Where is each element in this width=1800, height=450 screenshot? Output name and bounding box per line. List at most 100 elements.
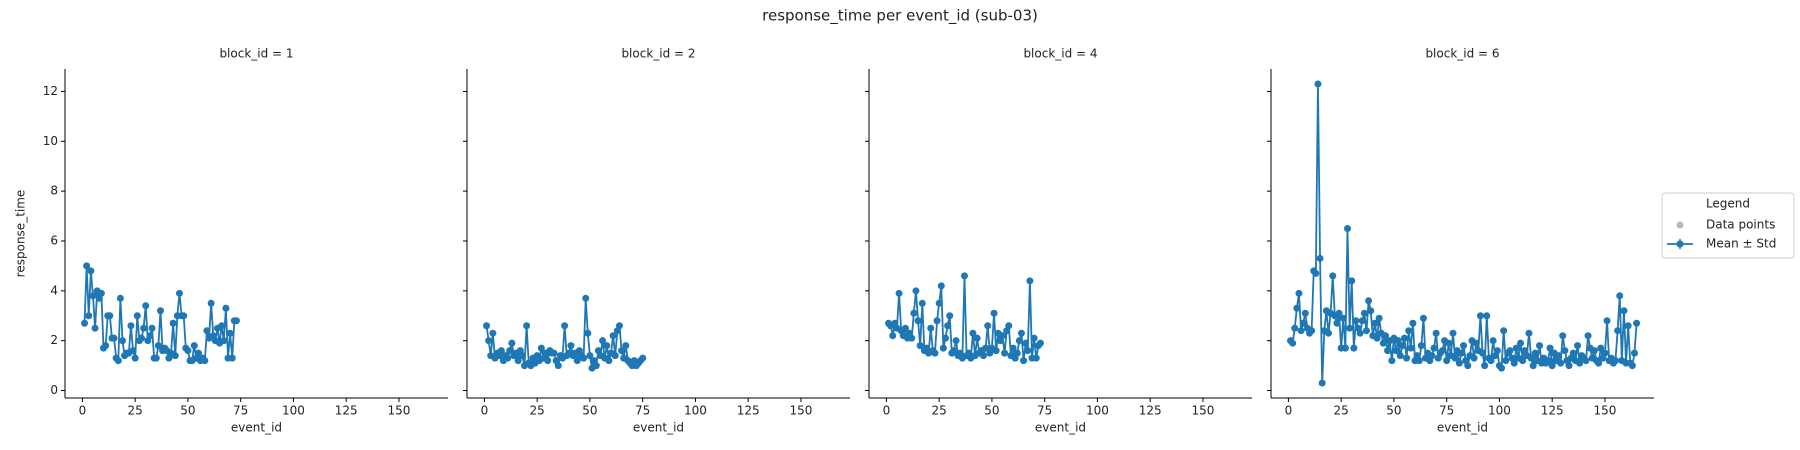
x-tick-label: 125 xyxy=(1541,404,1564,418)
point xyxy=(218,322,226,330)
point xyxy=(140,324,148,332)
point xyxy=(497,347,505,355)
point xyxy=(114,357,122,365)
point xyxy=(190,342,198,350)
point xyxy=(127,322,135,330)
point xyxy=(1348,277,1356,285)
point xyxy=(1544,357,1552,365)
point xyxy=(1460,342,1468,350)
point xyxy=(1590,347,1598,355)
point xyxy=(97,289,105,297)
y-axis-label: response_time xyxy=(14,190,28,278)
point xyxy=(171,352,179,360)
point xyxy=(1371,319,1379,327)
point xyxy=(175,289,183,297)
point xyxy=(1030,334,1038,342)
point xyxy=(102,342,110,350)
point xyxy=(933,317,941,325)
point xyxy=(110,334,118,342)
point xyxy=(1405,327,1413,335)
point xyxy=(1005,322,1013,330)
point xyxy=(918,299,926,307)
x-tick-label: 0 xyxy=(883,404,891,418)
point xyxy=(1438,347,1446,355)
x-tick-label: 50 xyxy=(180,404,195,418)
point xyxy=(901,324,909,332)
point xyxy=(1415,357,1423,365)
point xyxy=(979,352,987,360)
point xyxy=(618,347,626,355)
point xyxy=(984,322,992,330)
point xyxy=(567,342,575,350)
point xyxy=(611,352,619,360)
point xyxy=(1379,339,1387,347)
point xyxy=(990,309,998,317)
point xyxy=(1360,309,1368,317)
point xyxy=(87,267,95,275)
point xyxy=(969,329,977,337)
point xyxy=(1506,347,1514,355)
panel-title: block_id = 6 xyxy=(1425,47,1499,61)
y-tick-label: 6 xyxy=(50,233,58,247)
point xyxy=(1314,80,1322,88)
point xyxy=(1430,344,1438,352)
point xyxy=(910,309,918,317)
point xyxy=(194,349,202,357)
point xyxy=(599,337,607,345)
point xyxy=(129,347,137,355)
x-tick-label: 150 xyxy=(387,404,410,418)
y-tick-label: 0 xyxy=(50,383,58,397)
point xyxy=(908,334,916,342)
point xyxy=(914,317,922,325)
point xyxy=(1525,329,1533,337)
point xyxy=(1483,312,1491,320)
x-tick-label: 25 xyxy=(530,404,545,418)
x-axis-label: event_id xyxy=(633,421,684,435)
point xyxy=(992,347,1000,355)
point xyxy=(939,344,947,352)
point xyxy=(1419,314,1427,322)
point xyxy=(1335,309,1343,317)
x-tick-label: 100 xyxy=(1488,404,1511,418)
point xyxy=(1616,292,1624,300)
point xyxy=(1396,352,1404,360)
point xyxy=(889,332,897,340)
x-tick-label: 50 xyxy=(984,404,999,418)
point xyxy=(137,334,145,342)
x-tick-label: 25 xyxy=(128,404,143,418)
point xyxy=(508,339,516,347)
point xyxy=(950,347,958,355)
point xyxy=(1565,362,1573,370)
point xyxy=(106,312,114,320)
x-tick-label: 0 xyxy=(1285,404,1293,418)
point xyxy=(485,337,493,345)
point xyxy=(1531,349,1539,357)
x-axis-label: event_id xyxy=(1035,421,1086,435)
point xyxy=(1400,334,1408,342)
point xyxy=(1301,309,1309,317)
point xyxy=(982,344,990,352)
point xyxy=(615,322,623,330)
point xyxy=(561,322,569,330)
point xyxy=(582,294,590,302)
point xyxy=(1417,342,1425,350)
x-tick-label: 50 xyxy=(1386,404,1401,418)
point xyxy=(1512,344,1520,352)
panel-title: block_id = 2 xyxy=(621,47,695,61)
point xyxy=(1624,322,1632,330)
point xyxy=(1476,312,1484,320)
point xyxy=(1291,324,1299,332)
point xyxy=(544,357,552,365)
point xyxy=(1373,334,1381,342)
point xyxy=(609,332,617,340)
point xyxy=(1388,357,1396,365)
point xyxy=(85,312,93,320)
point xyxy=(207,299,215,307)
point xyxy=(146,332,154,340)
point xyxy=(1502,357,1510,365)
x-tick-label: 100 xyxy=(1086,404,1109,418)
point xyxy=(1603,317,1611,325)
point xyxy=(580,354,588,362)
point xyxy=(483,322,491,330)
point xyxy=(973,334,981,342)
